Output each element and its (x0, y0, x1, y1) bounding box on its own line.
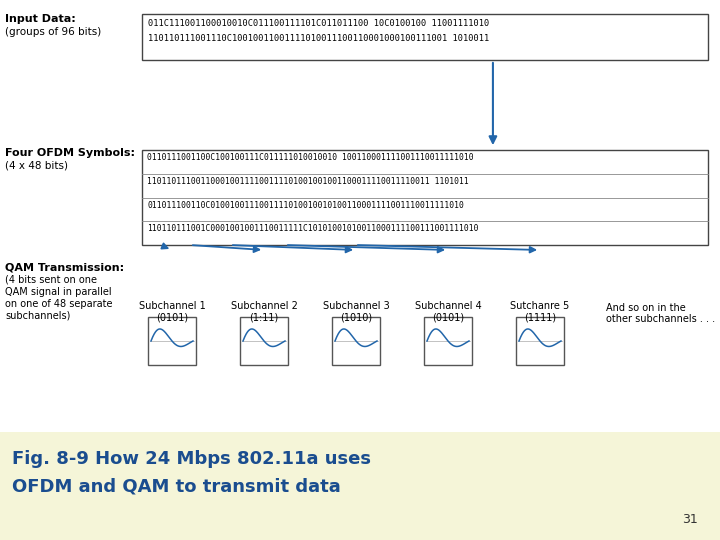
Text: Fig. 8-9 How 24 Mbps 802.11a uses: Fig. 8-9 How 24 Mbps 802.11a uses (12, 450, 371, 468)
Text: 011011100110C0100100111001111010010010100110001111001110011111010: 011011100110C010010011100111101001001010… (147, 200, 464, 210)
Text: Subchannel 2: Subchannel 2 (230, 301, 297, 311)
Text: Subchannel 3: Subchannel 3 (323, 301, 390, 311)
Bar (148, 317, 196, 365)
Text: (groups of 96 bits): (groups of 96 bits) (5, 27, 102, 37)
Bar (332, 317, 380, 365)
Text: on one of 48 separate: on one of 48 separate (5, 299, 112, 309)
Text: Subchannel 1: Subchannel 1 (139, 301, 205, 311)
Bar (424, 317, 472, 365)
Text: 110110111001110C10010011001111010011100110001000100111001 1010011: 110110111001110C100100110011110100111001… (148, 34, 490, 43)
Text: QAM signal in parallel: QAM signal in parallel (5, 287, 112, 297)
Text: (4 x 48 bits): (4 x 48 bits) (5, 160, 68, 170)
Text: 110110111001C0001001001110011111C10101001010011000111100111001111010: 110110111001C0001001001110011111C1010100… (147, 224, 479, 233)
Text: subchannels): subchannels) (5, 311, 71, 321)
Bar (142, 14, 708, 60)
Text: Sutchanre 5: Sutchanre 5 (510, 301, 570, 311)
Text: 011C111001100010010C011100111101C011011100 10C0100100 11001111010: 011C111001100010010C011100111101C0110111… (148, 19, 490, 28)
Text: 0110111001100C100100111C011111010010010 100110001111001110011111010: 0110111001100C100100111C011111010010010 … (147, 153, 474, 162)
Bar (240, 317, 288, 365)
Text: (0101): (0101) (432, 312, 464, 322)
Text: other subchannels . . .: other subchannels . . . (606, 314, 715, 324)
Bar (516, 317, 564, 365)
Bar (0, 432, 720, 540)
Bar (0, 0, 720, 432)
Text: And so on in the: And so on in the (606, 303, 685, 313)
Text: QAM Transmission:: QAM Transmission: (5, 262, 124, 272)
Bar (142, 150, 708, 245)
Text: Input Data:: Input Data: (5, 14, 76, 24)
Text: Subchannel 4: Subchannel 4 (415, 301, 482, 311)
Text: (4 bits sent on one: (4 bits sent on one (5, 275, 97, 285)
Text: (0101): (0101) (156, 312, 188, 322)
Text: (1010): (1010) (340, 312, 372, 322)
Text: (1:11): (1:11) (249, 312, 279, 322)
Text: Four OFDM Symbols:: Four OFDM Symbols: (5, 148, 135, 158)
Text: (1111): (1111) (524, 312, 556, 322)
Text: OFDM and QAM to transmit data: OFDM and QAM to transmit data (12, 478, 341, 496)
Text: 31: 31 (683, 513, 698, 526)
Text: 1101101110011000100111100111101001001001100011110011110011 1101011: 1101101110011000100111100111101001001001… (147, 177, 469, 186)
